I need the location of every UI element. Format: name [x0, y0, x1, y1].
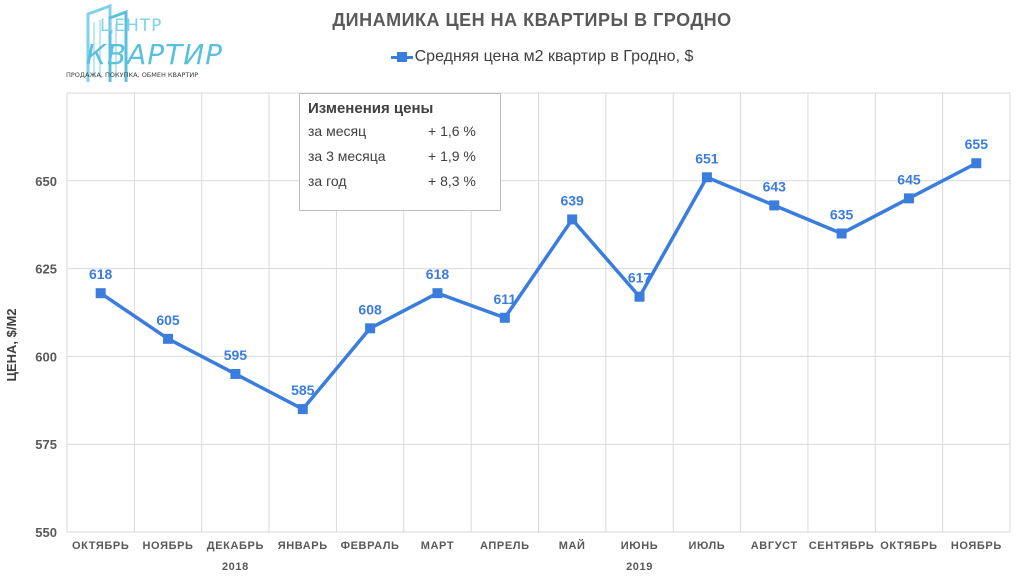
data-label: 618 [89, 266, 113, 282]
price-change-label: за год [308, 173, 347, 189]
data-label: 655 [965, 136, 989, 152]
y-axis-label: ЦЕНА, $/М2 [4, 308, 19, 382]
y-tick-label: 650 [35, 174, 57, 189]
data-point [903, 193, 914, 204]
y-tick-label: 600 [35, 349, 57, 364]
x-tick-label: ИЮНЬ [621, 540, 659, 552]
data-point [163, 333, 174, 344]
x-tick-label: МАРТ [421, 540, 454, 552]
price-change-value: + 1,9 % [428, 148, 476, 164]
data-label: 639 [560, 192, 584, 208]
data-label: 635 [830, 206, 854, 222]
x-tick-label: НОЯБРЬ [951, 540, 1002, 552]
y-tick-label: 625 [35, 262, 57, 277]
series-line [99, 161, 978, 411]
data-label: 595 [224, 347, 248, 363]
year-label: 2019 [626, 561, 653, 573]
x-tick-label: АВГУСТ [751, 540, 798, 552]
data-point [567, 214, 578, 225]
data-label: 608 [358, 301, 382, 317]
price-change-value: + 8,3 % [428, 173, 476, 189]
legend-label: Средняя цена м2 квартир в Гродно, $ [414, 48, 694, 65]
data-point [432, 288, 443, 299]
data-label: 651 [695, 150, 719, 166]
data-point [971, 158, 982, 169]
x-tick-label: ОКТЯБРЬ [880, 540, 937, 552]
x-tick-label: СЕНТЯБРЬ [809, 540, 875, 552]
legend-marker-icon [390, 51, 413, 62]
data-label: 585 [291, 382, 315, 398]
x-tick-label: ЯНВАРЬ [278, 540, 328, 552]
price-change-label: за 3 месяца [308, 148, 386, 164]
price-change-label: за месяц [308, 123, 367, 139]
year-label: 2018 [222, 561, 249, 573]
data-point [701, 172, 712, 183]
data-point [499, 312, 510, 323]
x-tick-label: ОКТЯБРЬ [72, 540, 129, 552]
logo-line1: ЦЕНТР [100, 16, 163, 36]
price-change-value: + 1,6 % [428, 123, 476, 139]
price-change-row: за месяц + 1,6 % [308, 123, 492, 148]
chart-title: ДИНАМИКА ЦЕН НА КВАРТИРЫ В ГРОДНО [332, 10, 732, 30]
x-tick-label: МАЙ [559, 539, 586, 552]
data-label: 618 [426, 266, 450, 282]
price-change-box: Изменения цены за месяц + 1,6 % за 3 мес… [299, 93, 501, 211]
x-tick-label: НОЯБРЬ [143, 540, 194, 552]
legend: Средняя цена м2 квартир в Гродно, $ [0, 48, 1024, 66]
x-tick-label: ФЕВРАЛЬ [341, 540, 400, 552]
logo-tagline: ПРОДАЖА, ПОКУПКА, ОБМЕН КВАРТИР [66, 71, 199, 79]
data-point [836, 228, 847, 239]
price-change-row: за 3 месяца + 1,9 % [308, 148, 492, 173]
data-point [297, 404, 308, 415]
data-point [95, 288, 106, 299]
data-label: 617 [628, 270, 652, 286]
x-tick-label: ИЮЛЬ [688, 540, 725, 552]
data-label: 645 [897, 171, 921, 187]
data-label: 605 [156, 312, 180, 328]
data-label: 611 [494, 291, 517, 307]
price-change-title: Изменения цены [308, 100, 434, 117]
price-change-row: за год + 8,3 % [308, 173, 492, 198]
logo-line2: КВАРТИР [86, 38, 224, 71]
data-point [230, 368, 241, 379]
y-tick-label: 550 [35, 525, 57, 540]
x-tick-label: ДЕКАБРЬ [207, 540, 264, 552]
data-label: 643 [763, 178, 787, 194]
data-point [634, 291, 645, 302]
data-point [365, 323, 376, 334]
building-icon [86, 3, 128, 82]
x-tick-label: АПРЕЛЬ [480, 540, 530, 552]
y-tick-label: 575 [35, 437, 57, 452]
logo [62, 2, 192, 88]
data-point [769, 200, 780, 211]
